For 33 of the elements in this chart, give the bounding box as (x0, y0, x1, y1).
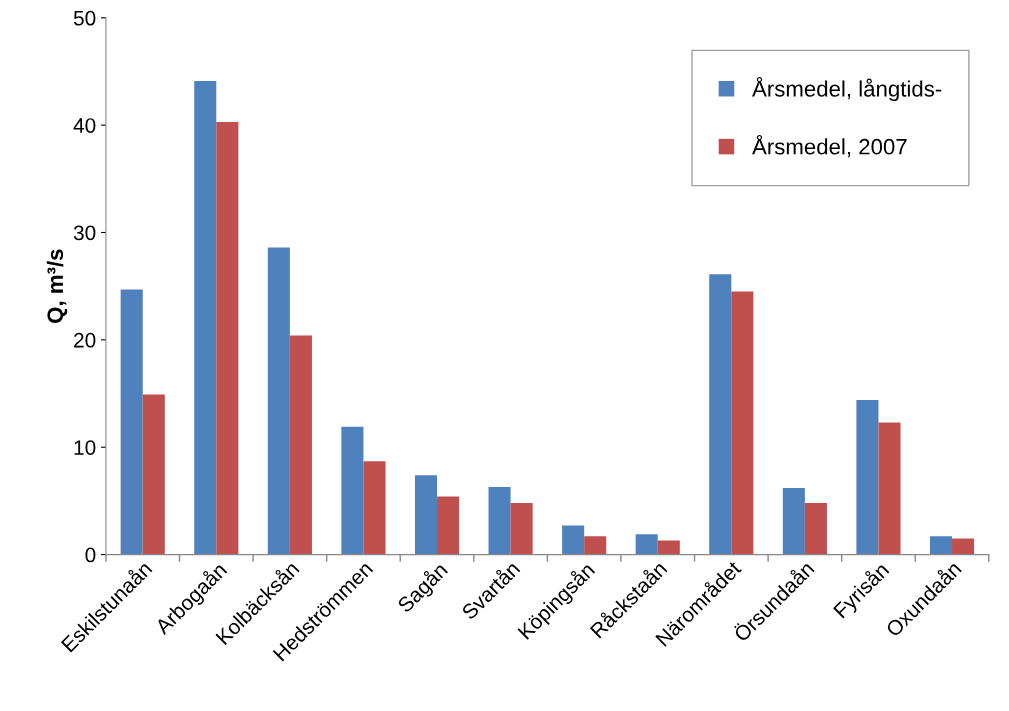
bar (414, 475, 438, 555)
bar (120, 289, 143, 555)
bar (341, 426, 364, 555)
bar (804, 503, 827, 555)
bar (142, 394, 165, 555)
bar (267, 247, 290, 555)
bar (437, 496, 460, 555)
bar (510, 503, 533, 555)
y-tick-label: 20 (74, 332, 96, 348)
y-tick-label: 0 (85, 547, 96, 563)
legend-label: Årsmedel, 2007 (752, 134, 907, 158)
bar (657, 540, 680, 555)
y-tick-label: 50 (73, 10, 96, 26)
y-tick-label: 30 (73, 225, 96, 241)
bar (488, 486, 511, 555)
bar (194, 81, 217, 555)
bar (289, 335, 312, 555)
bar (878, 422, 901, 555)
bar (709, 274, 732, 555)
y-tick-label: 40 (73, 118, 96, 133)
bar (584, 536, 607, 555)
bar (216, 121, 239, 555)
bar (782, 488, 805, 555)
bar (731, 291, 754, 555)
y-tick-label: 10 (74, 440, 96, 455)
bar (952, 538, 975, 555)
bar (562, 525, 585, 555)
bar (929, 536, 953, 555)
legend-label: Årsmedel, långtids- (752, 77, 942, 102)
bar (635, 534, 658, 555)
bar (856, 399, 879, 555)
bar (363, 461, 386, 555)
y-axis-title: Q, m³/s (46, 249, 68, 323)
